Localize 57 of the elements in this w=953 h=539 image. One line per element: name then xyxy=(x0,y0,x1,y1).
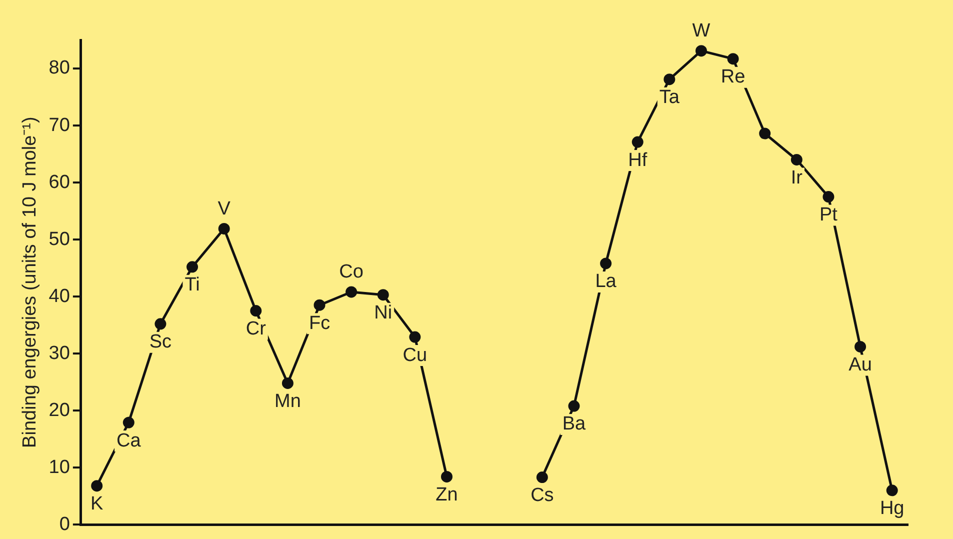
point xyxy=(218,222,230,234)
y-tick-label: 20 xyxy=(48,400,70,421)
annotation: V xyxy=(218,198,231,220)
annotation: Sc xyxy=(149,332,172,353)
annotation: Cs xyxy=(530,485,554,506)
point xyxy=(536,472,548,484)
point xyxy=(377,289,389,301)
point xyxy=(122,416,134,428)
point xyxy=(186,261,198,273)
point xyxy=(154,318,166,330)
annotation: W xyxy=(692,20,710,42)
y-axis-title: Binding engergies (units of 10 J mole⁻¹) xyxy=(20,116,41,448)
point xyxy=(727,53,739,65)
annotation: K xyxy=(90,494,104,515)
point xyxy=(695,45,707,57)
annotation: Hf xyxy=(628,150,648,171)
annotation: Hg xyxy=(880,498,904,520)
point xyxy=(91,480,103,492)
point xyxy=(282,377,294,389)
annotation: Ba xyxy=(562,414,586,435)
annotation: Fc xyxy=(308,312,330,334)
y-tick-label: 30 xyxy=(48,342,70,364)
annotation: Cu xyxy=(402,344,428,366)
annotation: Mn xyxy=(274,390,301,412)
point xyxy=(759,128,771,140)
point xyxy=(822,191,834,203)
y-tick-label: 60 xyxy=(48,172,70,193)
point xyxy=(409,331,421,343)
point xyxy=(441,470,452,482)
annotation: Ca xyxy=(116,430,142,452)
point xyxy=(854,340,866,352)
point xyxy=(250,305,262,317)
point xyxy=(790,154,802,166)
point xyxy=(568,400,580,412)
y-tick-label: 70 xyxy=(48,114,70,136)
annotation: Ni xyxy=(374,302,392,324)
annotation: Pt xyxy=(820,204,838,226)
annotation: Zn xyxy=(436,484,458,506)
y-tick-label: 10 xyxy=(48,456,70,478)
annotation: Ti xyxy=(184,274,200,296)
point xyxy=(600,258,612,270)
point xyxy=(664,74,676,86)
annotation: Au xyxy=(848,354,872,376)
y-tick-label: 0 xyxy=(59,514,70,535)
y-tick-label: 50 xyxy=(48,228,70,250)
annotation: Ta xyxy=(659,87,680,108)
annotation: Re xyxy=(720,66,746,88)
y-tick-label: 80 xyxy=(48,58,70,79)
point xyxy=(314,299,326,311)
annotation: La xyxy=(595,271,617,292)
annotation: Ir xyxy=(790,167,804,188)
point xyxy=(346,286,358,298)
annotation: Co xyxy=(339,262,364,283)
y-tick-label: 40 xyxy=(48,286,70,307)
point xyxy=(886,484,898,496)
annotation: Cr xyxy=(246,318,267,340)
point xyxy=(632,136,644,148)
